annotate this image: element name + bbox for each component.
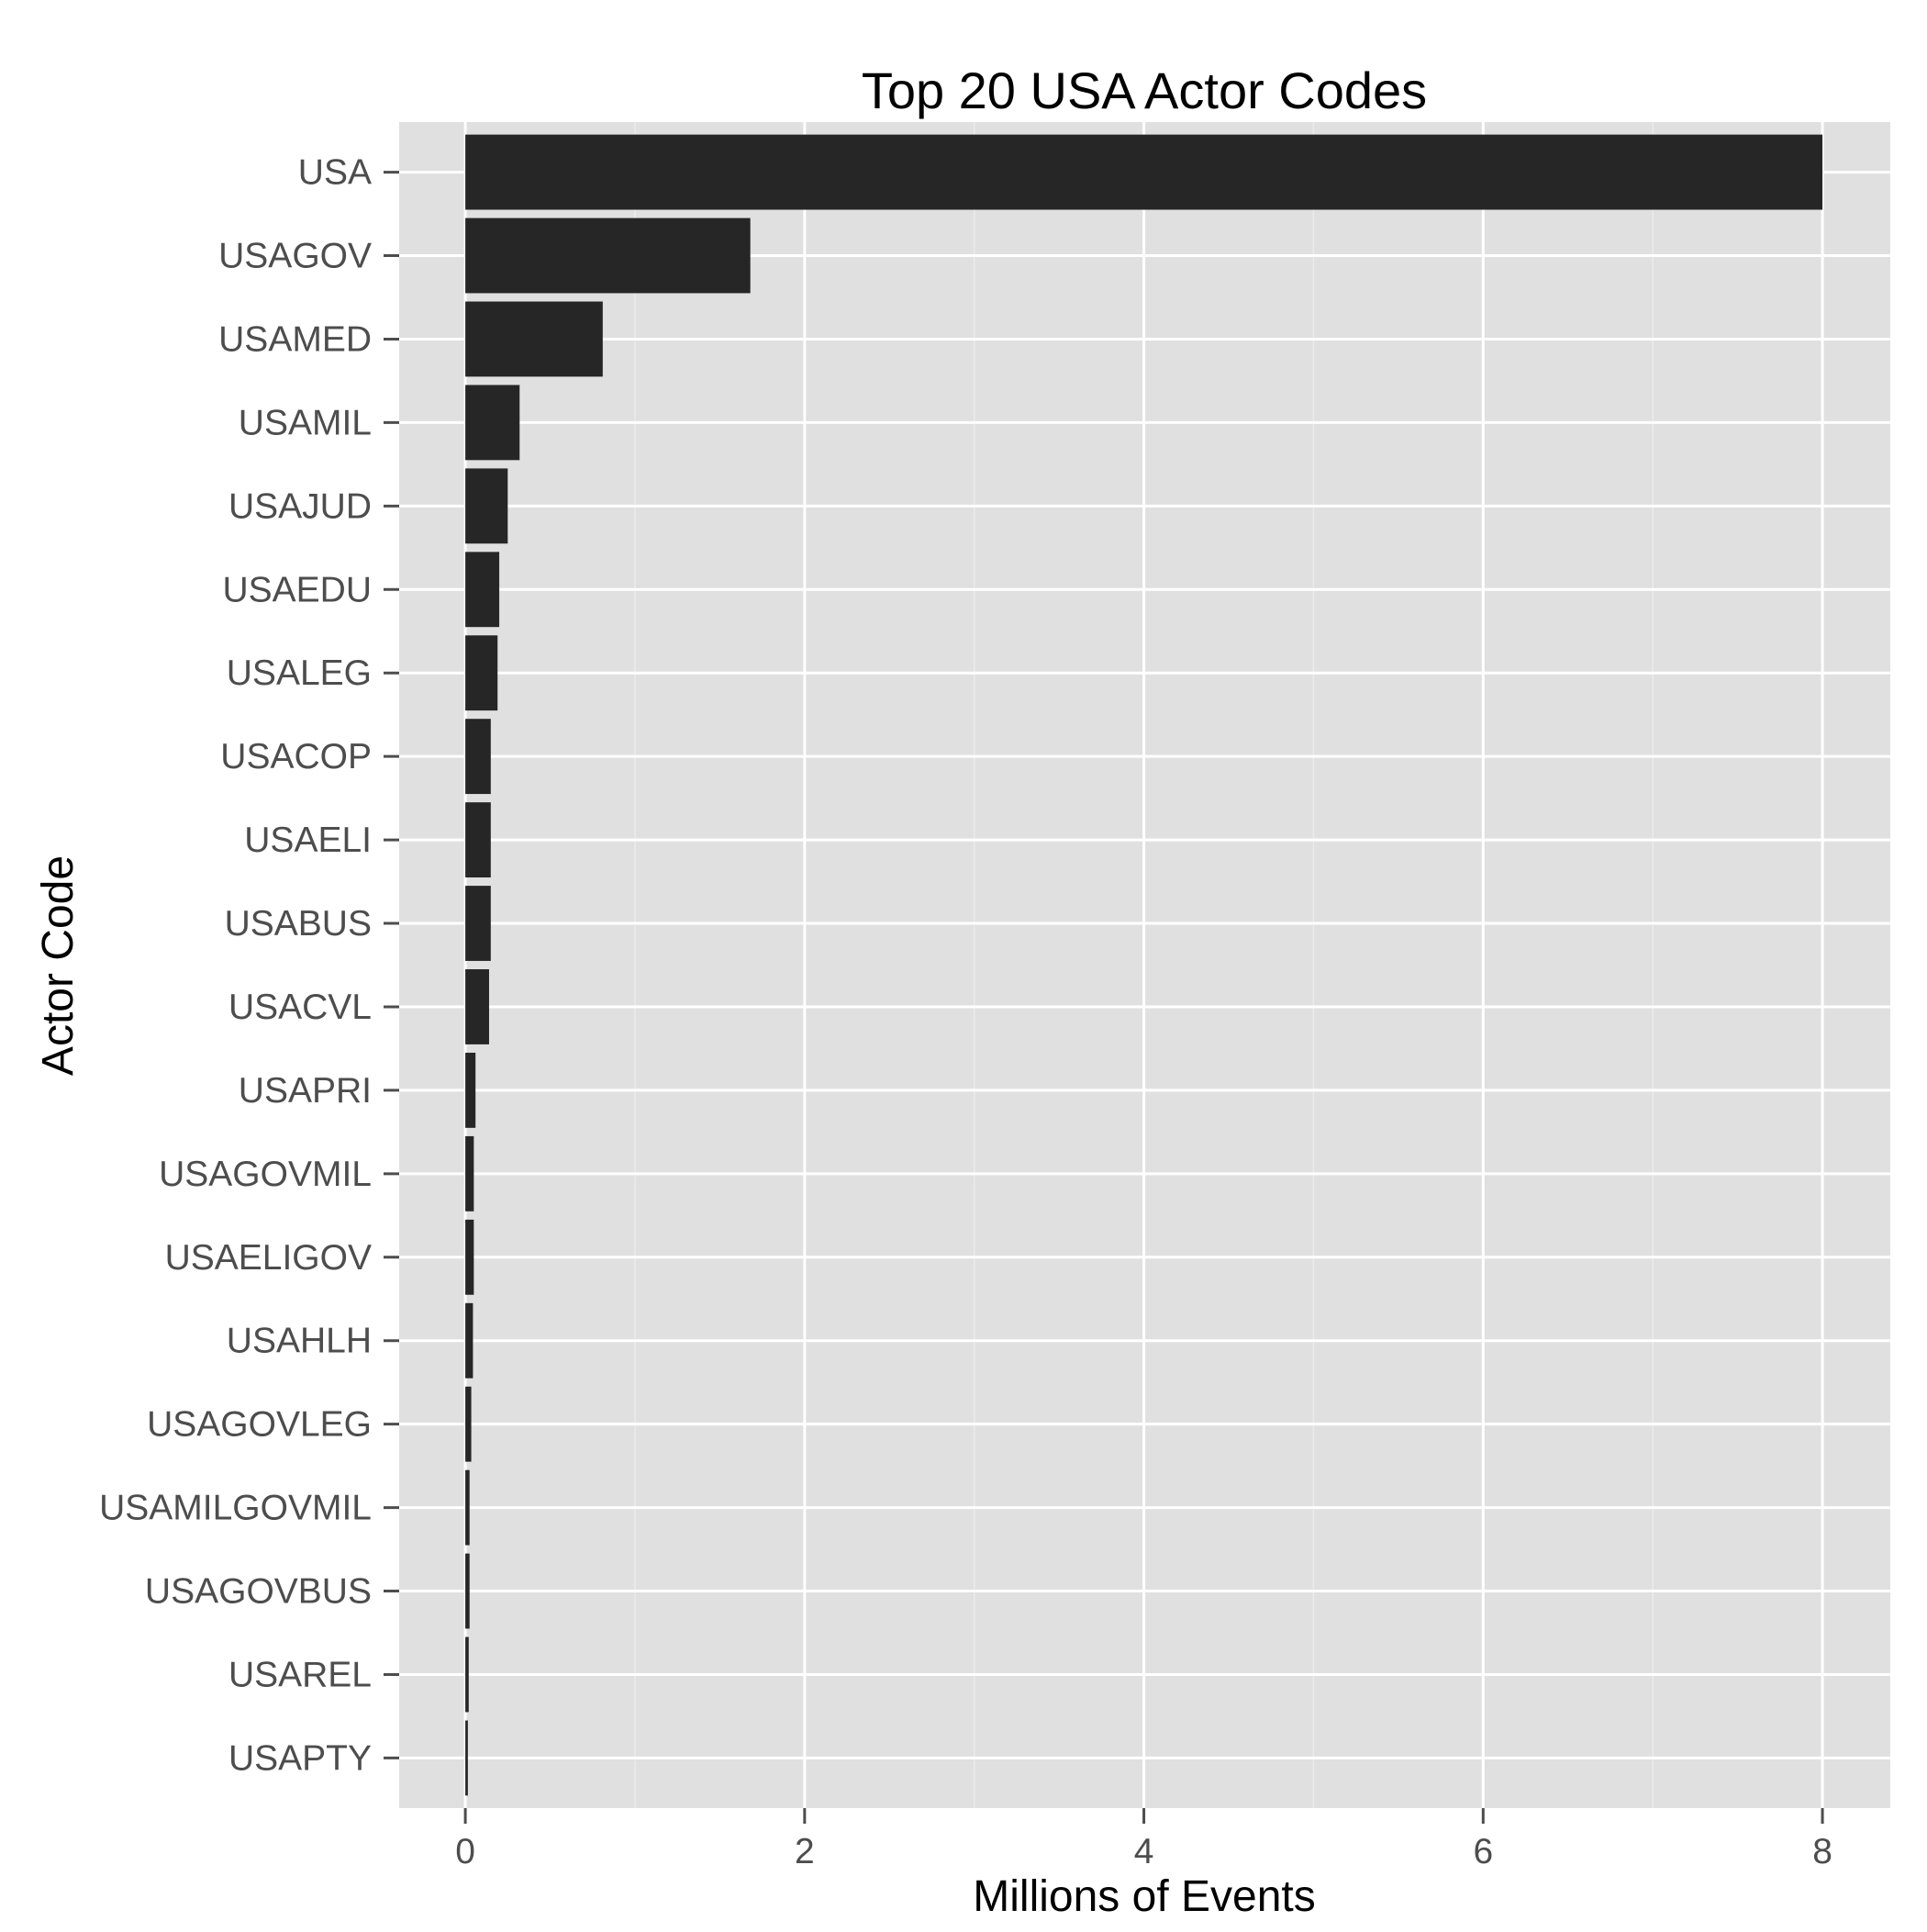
y-tick-label: USAGOVLEG bbox=[147, 1405, 372, 1445]
bar-layer bbox=[465, 134, 1823, 1796]
bar bbox=[465, 1469, 470, 1546]
bar bbox=[465, 552, 500, 628]
y-tick-label: USAMED bbox=[218, 319, 372, 359]
x-tick-label: 4 bbox=[1134, 1832, 1154, 1871]
y-tick-label: USAEDU bbox=[222, 570, 372, 609]
x-tick-label: 2 bbox=[795, 1832, 815, 1871]
bar bbox=[465, 468, 508, 544]
bar bbox=[465, 218, 751, 294]
x-axis: 0 2 4 6 8 bbox=[455, 1808, 1832, 1871]
bar bbox=[465, 719, 491, 795]
y-tick-label: USAPRI bbox=[239, 1071, 372, 1111]
y-tick-label: USALEG bbox=[227, 653, 372, 693]
x-tick-label: 6 bbox=[1473, 1832, 1493, 1871]
x-tick-label: 8 bbox=[1812, 1832, 1832, 1871]
y-tick-label: USAHLH bbox=[227, 1322, 372, 1361]
y-tick-label: USAELI bbox=[244, 821, 372, 860]
y-tick-label: USABUS bbox=[225, 904, 372, 944]
bar bbox=[465, 1135, 474, 1212]
bar bbox=[465, 1720, 468, 1796]
bar bbox=[465, 635, 498, 711]
y-tick-label: USAREL bbox=[228, 1655, 372, 1694]
bar bbox=[465, 1553, 470, 1629]
bar bbox=[465, 1219, 474, 1295]
y-tick-label: USACVL bbox=[228, 988, 372, 1027]
y-tick-label: USAPTY bbox=[228, 1738, 372, 1778]
bar bbox=[465, 886, 491, 961]
bar bbox=[465, 301, 603, 377]
bar bbox=[465, 802, 491, 878]
bar bbox=[465, 134, 1823, 210]
y-tick-label: USA bbox=[298, 153, 372, 193]
y-tick-label: USAGOVBUS bbox=[145, 1572, 372, 1612]
x-axis-title: Millions of Events bbox=[973, 1872, 1315, 1921]
y-tick-label: USACOP bbox=[220, 737, 372, 776]
bar bbox=[465, 385, 520, 461]
chart-title: Top 20 USA Actor Codes bbox=[862, 61, 1427, 119]
x-tick-label: 0 bbox=[455, 1832, 475, 1871]
y-tick-label: USAMILGOVMIL bbox=[99, 1489, 372, 1528]
y-tick-label: USAGOV bbox=[218, 237, 372, 276]
y-tick-label: USAJUD bbox=[228, 486, 372, 526]
y-axis-title: Actor Code bbox=[34, 855, 83, 1076]
bar bbox=[465, 1052, 476, 1128]
bar bbox=[465, 969, 489, 1044]
bar bbox=[465, 1302, 473, 1379]
bar bbox=[465, 1636, 469, 1713]
y-tick-label: USAELIGOV bbox=[165, 1238, 372, 1278]
y-tick-label: USAGOVMIL bbox=[159, 1155, 372, 1194]
y-axis: USA USAGOV USAMED USAMIL USAJUD USAEDU USALEG U… bbox=[99, 153, 399, 1778]
bar bbox=[465, 1386, 472, 1462]
y-tick-label: USAMIL bbox=[239, 403, 372, 442]
